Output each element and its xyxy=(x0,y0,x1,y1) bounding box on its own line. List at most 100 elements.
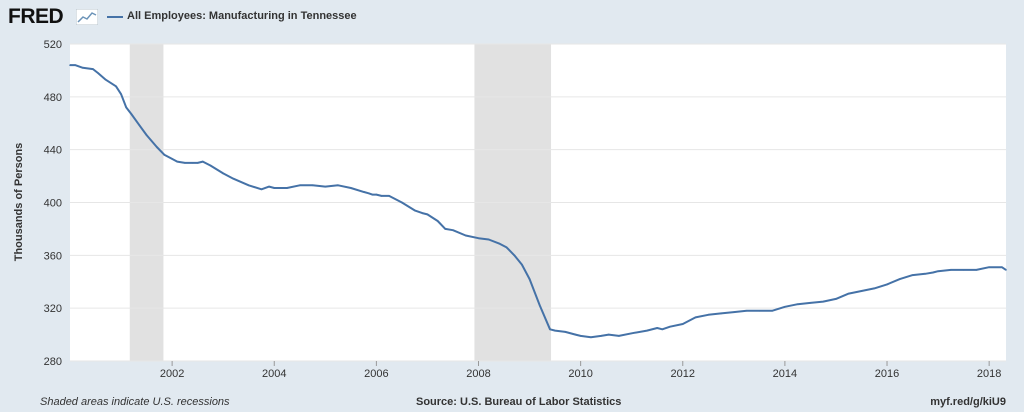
data-point xyxy=(528,278,531,280)
data-point xyxy=(607,333,610,336)
data-point xyxy=(630,332,633,335)
chart-header: FRED All Employees: Manufacturing in Ten… xyxy=(0,0,1024,34)
data-point xyxy=(97,72,99,74)
data-point xyxy=(822,300,824,303)
y-tick-label: 280 xyxy=(44,356,62,368)
data-point xyxy=(924,273,927,275)
data-point xyxy=(1005,269,1007,271)
y-axis-title: Thousands of Persons xyxy=(13,143,25,262)
data-point xyxy=(130,113,133,115)
data-point xyxy=(201,160,204,163)
x-tick-label: 2008 xyxy=(466,368,490,380)
data-point xyxy=(988,266,990,269)
short-url-link[interactable]: myf.red/g/kiU9 xyxy=(930,396,1006,408)
data-point xyxy=(564,331,567,333)
x-tick-label: 2016 xyxy=(875,368,899,380)
y-axis-ticks: 280 320 360 400 440 480 520 xyxy=(44,39,62,368)
data-point xyxy=(125,106,127,109)
data-point xyxy=(538,304,541,307)
data-point xyxy=(413,209,416,212)
data-point xyxy=(176,160,179,163)
data-point xyxy=(733,311,735,313)
data-point xyxy=(590,336,592,339)
data-point xyxy=(311,184,314,187)
data-point xyxy=(1001,266,1003,269)
data-point xyxy=(350,187,352,189)
data-point xyxy=(81,66,84,69)
data-point xyxy=(656,327,659,329)
data-point xyxy=(104,78,107,81)
x-tick-label: 2018 xyxy=(977,368,1001,380)
data-point xyxy=(579,335,582,337)
data-point xyxy=(600,335,602,337)
data-point xyxy=(222,172,224,175)
data-point xyxy=(362,191,365,193)
data-point xyxy=(477,237,480,239)
data-point xyxy=(886,283,888,286)
data-point xyxy=(911,274,914,276)
data-point xyxy=(337,184,339,187)
data-point xyxy=(375,193,378,196)
data-point xyxy=(464,234,467,237)
data-point xyxy=(554,329,556,332)
data-point xyxy=(92,68,94,70)
data-point xyxy=(771,310,773,312)
data-point xyxy=(171,158,173,160)
legend-line-swatch xyxy=(107,16,123,18)
data-point xyxy=(646,329,648,332)
x-tick-label: 2004 xyxy=(262,368,286,380)
data-point xyxy=(260,188,263,191)
recession-note: Shaded areas indicate U.S. recessions xyxy=(40,396,230,408)
data-point xyxy=(898,278,901,280)
data-point xyxy=(74,64,76,66)
data-point xyxy=(268,185,270,188)
fred-logo[interactable]: FRED xyxy=(8,5,64,28)
data-point xyxy=(758,310,761,312)
data-point xyxy=(184,162,186,164)
data-point xyxy=(209,164,212,167)
data-point xyxy=(860,290,863,292)
data-point xyxy=(937,270,939,272)
data-point xyxy=(549,328,551,331)
data-point xyxy=(661,328,664,331)
data-point xyxy=(950,269,952,271)
data-point xyxy=(380,195,383,197)
data-point xyxy=(873,287,876,290)
data-point xyxy=(232,177,235,180)
data-point xyxy=(784,306,786,308)
data-point xyxy=(120,93,122,95)
data-point xyxy=(681,323,684,325)
data-point xyxy=(975,269,978,271)
data-point xyxy=(521,263,523,266)
y-tick-label: 520 xyxy=(44,39,62,51)
data-point xyxy=(286,187,288,189)
x-axis-ticks: 2002 2004 2006 2008 2010 2012 2014 2016 2018 xyxy=(160,361,1001,380)
data-point xyxy=(273,187,276,189)
legend-series-label: All Employees: Manufacturing in Tennesse… xyxy=(127,10,357,22)
y-tick-label: 320 xyxy=(44,303,62,315)
data-point xyxy=(401,201,403,204)
data-point xyxy=(367,192,370,195)
data-point xyxy=(452,229,454,232)
data-point xyxy=(745,310,748,312)
data-point xyxy=(809,302,812,304)
data-point xyxy=(196,162,199,164)
data-point xyxy=(835,298,837,300)
source-note: Source: U.S. Bureau of Labor Statistics xyxy=(416,396,622,408)
data-point xyxy=(69,64,71,66)
x-tick-label: 2002 xyxy=(160,368,184,380)
data-point xyxy=(247,184,250,187)
data-point xyxy=(498,242,500,245)
data-point xyxy=(669,325,671,328)
data-point xyxy=(191,162,194,164)
data-point xyxy=(796,303,799,306)
data-point xyxy=(156,146,158,148)
data-point xyxy=(932,271,934,274)
data-point xyxy=(707,313,710,316)
data-point xyxy=(618,335,620,337)
data-point xyxy=(426,213,429,216)
data-point xyxy=(388,195,390,197)
data-point xyxy=(694,316,697,319)
x-tick-label: 2006 xyxy=(364,368,388,380)
